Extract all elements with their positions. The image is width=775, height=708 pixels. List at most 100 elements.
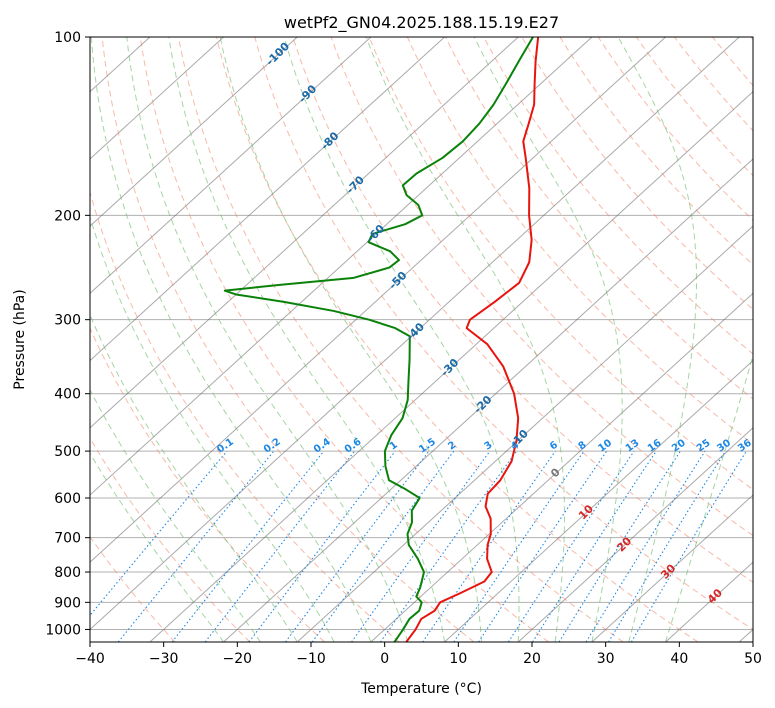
moist-adiabat bbox=[283, 37, 520, 642]
temperature-profile bbox=[405, 37, 540, 642]
mixing-ratio-label: 0.2 bbox=[262, 436, 283, 455]
y-tick-label: 900 bbox=[54, 595, 81, 611]
x-tick-label: 20 bbox=[523, 651, 541, 667]
y-axis-ticks: 1000 900 800 700 600 500 400 300 200 100 bbox=[45, 30, 90, 638]
mixing-ratio-label: 10 bbox=[596, 438, 614, 455]
dry-adiabat bbox=[483, 37, 753, 355]
x-tick-label: −30 bbox=[149, 651, 179, 667]
mixing-ratio-label: 16 bbox=[646, 438, 664, 455]
moist-adiabat bbox=[90, 388, 261, 642]
mixing-ratio-label: 20 bbox=[670, 438, 688, 455]
mixing-ratio-lines bbox=[90, 450, 747, 642]
isotherm-lines bbox=[90, 37, 753, 642]
dry-adiabat bbox=[330, 37, 753, 537]
mixing-ratio-line bbox=[422, 450, 556, 642]
mixing-ratio-line bbox=[285, 450, 430, 642]
y-axis-label: Pressure (hPa) bbox=[12, 289, 28, 389]
dry-adiabat bbox=[292, 37, 753, 583]
mixing-ratio-line bbox=[532, 450, 657, 642]
dry-adiabat bbox=[90, 190, 400, 642]
moist-adiabat bbox=[665, 353, 753, 642]
mixing-ratio-label: 30 bbox=[715, 438, 733, 455]
moist-adiabat bbox=[90, 452, 224, 642]
isotherm-line bbox=[90, 37, 666, 563]
isotherm-line bbox=[370, 292, 753, 642]
dewpoint-profile bbox=[223, 37, 534, 642]
mixing-ratio-label: 0.6 bbox=[343, 436, 364, 455]
mixing-ratio-line bbox=[585, 450, 706, 642]
mixing-ratio-line bbox=[204, 450, 356, 642]
mixing-ratio-line bbox=[507, 450, 635, 642]
isotherm-line bbox=[444, 359, 753, 642]
moist-adiabat bbox=[90, 215, 335, 642]
x-tick-label: −10 bbox=[296, 651, 326, 667]
dry-adiabat bbox=[177, 37, 624, 642]
isotherm-line bbox=[90, 37, 593, 496]
y-tick-label: 1000 bbox=[45, 622, 81, 638]
mixing-ratio-line bbox=[379, 450, 518, 642]
mixing-ratio-label: 25 bbox=[695, 438, 713, 455]
isotherm-line bbox=[738, 628, 753, 642]
moist-adiabat bbox=[617, 37, 698, 642]
isotherm-line bbox=[90, 37, 372, 295]
mixing-ratio-label: 0.1 bbox=[215, 436, 236, 455]
moist-adiabat bbox=[473, 37, 623, 642]
isotherm-line bbox=[90, 37, 445, 362]
isotherm-line bbox=[517, 427, 753, 642]
isotherm-line bbox=[591, 494, 753, 642]
mixing-ratio-line bbox=[171, 450, 325, 642]
x-tick-label: 0 bbox=[380, 651, 389, 667]
moist-adiabat bbox=[219, 37, 482, 642]
chart-title: wetPf2_GN04.2025.188.15.19.E27 bbox=[284, 13, 559, 33]
dry-adiabat-lines bbox=[90, 37, 753, 642]
y-tick-label: 700 bbox=[54, 531, 81, 547]
x-axis-ticks: −40 −30 −20 −10 0 10 20 30 40 50 bbox=[75, 642, 762, 667]
dry-adiabat bbox=[139, 37, 549, 642]
mixing-ratio-line bbox=[90, 450, 228, 617]
moist-adiabat-lines bbox=[90, 37, 753, 642]
dry-adiabat bbox=[445, 37, 753, 400]
dry-adiabat bbox=[101, 37, 475, 642]
x-tick-label: 30 bbox=[597, 651, 615, 667]
mixing-ratio-line bbox=[117, 450, 275, 642]
mixing-ratio-label: 36 bbox=[736, 438, 754, 455]
dry-adiabat bbox=[674, 37, 753, 132]
y-tick-label: 200 bbox=[54, 208, 81, 224]
dry-adiabat bbox=[750, 37, 753, 41]
mixing-ratio-line bbox=[453, 450, 585, 642]
line-labels: 0.1 0.2 0.4 0.6 1 1.5 2 3 4 6 8 10 13 16 20 25 30 36-100-… bbox=[215, 40, 754, 607]
moist-adiabat bbox=[90, 37, 372, 642]
mixing-ratio-label: 0.4 bbox=[312, 436, 333, 455]
mixing-ratio-line bbox=[478, 450, 608, 642]
moist-adiabat bbox=[126, 37, 409, 642]
isotherm-line bbox=[90, 37, 519, 429]
isotherm-line bbox=[90, 37, 224, 160]
mixing-ratio-line bbox=[608, 450, 727, 642]
moist-adiabat bbox=[365, 37, 565, 642]
mixing-ratio-line bbox=[558, 450, 681, 642]
dry-adiabat bbox=[712, 37, 753, 87]
x-tick-label: 50 bbox=[744, 651, 762, 667]
dry-adiabat bbox=[559, 37, 753, 266]
mixing-ratio-label: 1.5 bbox=[417, 436, 438, 455]
dry-adiabat bbox=[254, 37, 753, 631]
y-tick-label: 100 bbox=[54, 30, 81, 46]
moist-adiabat bbox=[168, 37, 446, 642]
isotherm-line bbox=[90, 37, 298, 227]
y-tick-label: 500 bbox=[54, 444, 81, 460]
isotherm-line bbox=[223, 158, 753, 642]
mixing-ratio-line bbox=[248, 450, 396, 642]
x-axis-label: Temperature (°C) bbox=[360, 681, 482, 697]
isotherm-label: -100 bbox=[263, 40, 292, 69]
isotherm-line bbox=[149, 90, 753, 642]
moist-adiabat bbox=[90, 313, 298, 642]
plot-frame bbox=[89, 36, 754, 643]
x-tick-label: 40 bbox=[670, 651, 688, 667]
x-tick-label: −40 bbox=[75, 651, 105, 667]
dry-adiabat bbox=[635, 37, 753, 177]
mixing-ratio-line bbox=[351, 450, 491, 642]
dry-adiabat bbox=[406, 37, 753, 445]
mixing-ratio-label: 13 bbox=[624, 438, 642, 455]
dry-adiabat bbox=[368, 37, 753, 491]
